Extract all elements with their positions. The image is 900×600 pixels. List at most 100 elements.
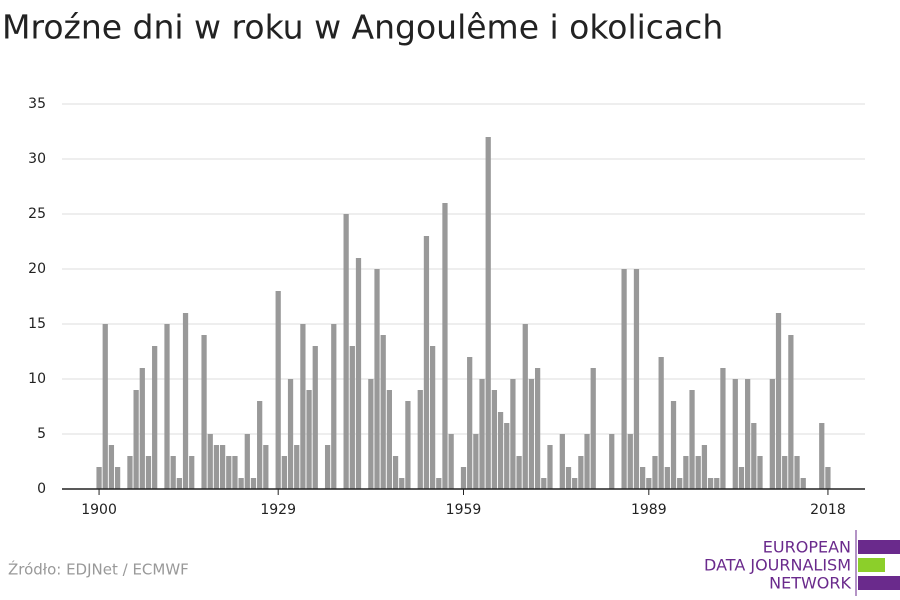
bar <box>559 434 565 489</box>
y-tick-label: 25 <box>28 206 46 222</box>
bar <box>374 269 380 489</box>
bar <box>343 214 349 489</box>
bar <box>640 467 646 489</box>
bar <box>207 434 213 489</box>
bar <box>565 467 572 489</box>
bar <box>380 335 386 489</box>
bar <box>547 445 553 489</box>
y-tick-label: 10 <box>28 371 46 387</box>
bar <box>114 467 121 489</box>
bar <box>819 423 825 489</box>
bar <box>368 379 374 489</box>
bar <box>497 412 504 489</box>
bar <box>800 478 806 489</box>
bar <box>788 335 794 489</box>
bar <box>460 467 467 489</box>
bar <box>127 456 133 489</box>
bar <box>324 445 331 489</box>
bar <box>152 346 158 489</box>
bar <box>609 434 615 489</box>
bar <box>96 467 102 489</box>
bar <box>473 434 479 489</box>
bar <box>695 456 701 489</box>
bar <box>232 456 238 489</box>
bar <box>405 401 411 489</box>
bar <box>689 390 695 489</box>
bar <box>263 445 269 489</box>
bar <box>219 445 226 489</box>
bar <box>392 456 399 489</box>
logo-text: NETWORK <box>769 574 851 593</box>
bar <box>250 478 257 489</box>
bar <box>578 456 584 489</box>
bar <box>436 478 442 489</box>
bar <box>646 478 652 489</box>
bar <box>287 379 294 489</box>
bar <box>516 456 522 489</box>
bar <box>720 368 726 489</box>
logo-text: DATA JOURNALISM <box>704 556 851 575</box>
bar <box>300 324 306 489</box>
bar <box>294 445 300 489</box>
bar <box>528 379 535 489</box>
bar <box>213 445 220 489</box>
bar <box>176 478 182 489</box>
bar <box>306 390 312 489</box>
bar <box>732 379 738 489</box>
bar <box>164 324 170 489</box>
bar <box>349 346 355 489</box>
bar <box>312 346 318 489</box>
y-tick-label: 5 <box>37 426 46 442</box>
bar <box>782 456 788 489</box>
bar <box>355 258 362 489</box>
bar <box>652 456 658 489</box>
bar <box>621 269 627 489</box>
y-tick-label: 15 <box>28 316 46 332</box>
bar <box>683 456 689 489</box>
bar <box>664 467 670 489</box>
x-tick-label: 1900 <box>81 502 117 518</box>
bar <box>633 269 640 489</box>
logo-bar <box>858 558 885 572</box>
bar <box>201 335 207 489</box>
x-tick-label: 2018 <box>810 502 846 518</box>
bar <box>584 434 590 489</box>
bar <box>399 478 405 489</box>
bar <box>751 423 757 489</box>
y-tick-label: 0 <box>37 481 46 497</box>
bar <box>244 434 250 489</box>
bar <box>491 390 498 489</box>
y-tick-label: 35 <box>28 96 46 112</box>
bar <box>670 401 677 489</box>
bar <box>108 445 115 489</box>
chart-title: Mroźne dni w roku w Angoulême i okolicac… <box>2 8 723 47</box>
bar <box>707 478 714 489</box>
bar <box>170 456 176 489</box>
bar <box>757 456 763 489</box>
bar <box>825 467 831 489</box>
bar <box>257 401 263 489</box>
bar <box>442 203 448 489</box>
bar <box>658 357 664 489</box>
bar <box>738 467 745 489</box>
x-tick-label: 1989 <box>631 502 667 518</box>
logo-text: EUROPEAN <box>763 538 851 557</box>
bar <box>386 390 393 489</box>
bar <box>794 456 800 489</box>
x-tick-label: 1929 <box>260 502 296 518</box>
logo-bar <box>858 540 900 554</box>
bar <box>417 390 423 489</box>
bar <box>139 368 145 489</box>
bar <box>522 324 528 489</box>
bar <box>534 368 541 489</box>
bar <box>510 379 516 489</box>
bar <box>590 368 596 489</box>
source: Źródło: EDJNet / ECMWF <box>8 560 189 579</box>
bar <box>485 137 491 489</box>
bar <box>467 357 473 489</box>
logo-bar <box>858 576 900 590</box>
bar <box>238 478 244 489</box>
y-tick-label: 30 <box>28 151 46 167</box>
bar <box>701 445 708 489</box>
